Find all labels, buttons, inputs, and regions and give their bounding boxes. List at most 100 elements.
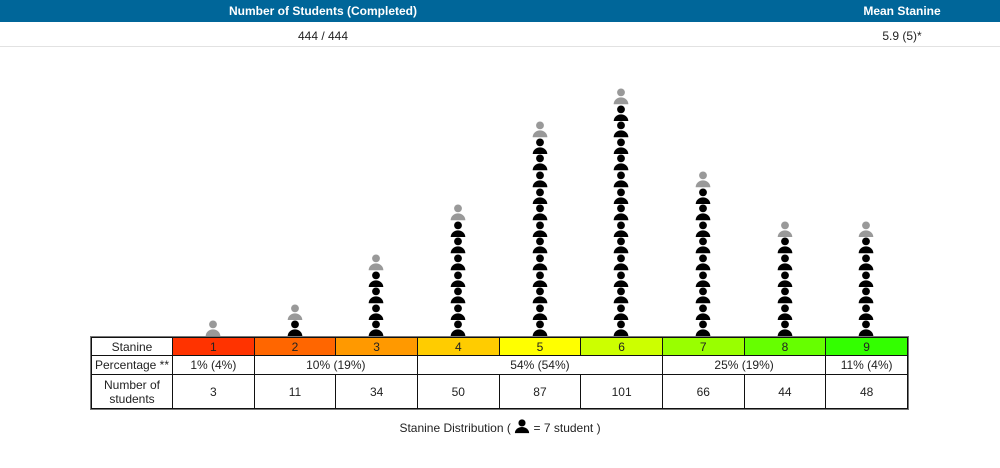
student-count-cell: 87 bbox=[498, 374, 582, 409]
person-icon bbox=[532, 204, 547, 221]
students-value: 444 / 444 bbox=[297, 29, 349, 43]
person-icon bbox=[859, 287, 874, 304]
student-count-cell: 66 bbox=[661, 374, 745, 409]
person-icon bbox=[450, 254, 466, 271]
stanine-column-7 bbox=[662, 171, 744, 337]
stanine-column-3 bbox=[335, 254, 417, 337]
person-icon bbox=[368, 320, 384, 337]
person-icon bbox=[450, 304, 466, 321]
person-icon bbox=[532, 271, 547, 287]
person-icon bbox=[777, 254, 793, 271]
stanine-column-2 bbox=[254, 304, 336, 337]
summary-row: 444 / 444 5.9 (5)* bbox=[0, 22, 1000, 47]
student-count-cell: 101 bbox=[580, 374, 663, 409]
person-icon bbox=[368, 287, 384, 304]
stanine-column-9 bbox=[826, 221, 908, 337]
person-icon bbox=[614, 320, 629, 337]
legend-suffix: = 7 student ) bbox=[533, 421, 601, 435]
percentage-row-label: Percentage ** bbox=[91, 355, 173, 375]
person-icon bbox=[777, 320, 793, 337]
number-row-label: Number of students bbox=[91, 374, 173, 409]
person-icon bbox=[532, 138, 547, 155]
person-icon bbox=[368, 304, 384, 321]
stanine-cell: 4 bbox=[416, 337, 500, 356]
student-count-cell: 50 bbox=[416, 374, 500, 409]
student-count-cell: 11 bbox=[253, 374, 337, 409]
stanine-cell: 3 bbox=[335, 337, 418, 356]
partial-person-icon bbox=[614, 88, 629, 105]
person-icon bbox=[614, 105, 629, 121]
person-icon bbox=[777, 237, 793, 254]
student-count-cell: 48 bbox=[825, 374, 908, 409]
stanine-cell: 6 bbox=[580, 337, 663, 356]
person-icon bbox=[614, 287, 629, 304]
person-icon bbox=[368, 271, 384, 287]
stanine-column-6 bbox=[581, 88, 663, 337]
person-icon bbox=[859, 237, 874, 254]
person-icon bbox=[695, 304, 711, 321]
person-icon bbox=[614, 171, 629, 188]
person-icon bbox=[450, 237, 466, 254]
stanine-cell: 1 bbox=[172, 337, 255, 356]
mean-stanine-value: 5.9 (5)* bbox=[882, 29, 922, 43]
stanine-cell: 5 bbox=[498, 337, 582, 356]
partial-person-icon bbox=[368, 254, 384, 271]
person-icon bbox=[614, 204, 629, 221]
stanine-cell: 9 bbox=[825, 337, 908, 356]
person-icon bbox=[695, 271, 711, 287]
partial-person-icon bbox=[695, 171, 711, 188]
person-icon bbox=[614, 271, 629, 287]
summary-header: Number of Students (Completed) Mean Stan… bbox=[0, 0, 1000, 22]
percentage-cell: 11% (4%) bbox=[825, 355, 908, 375]
student-count-cell: 44 bbox=[743, 374, 827, 409]
person-icon bbox=[695, 320, 711, 337]
person-icon bbox=[532, 304, 547, 321]
person-icon bbox=[695, 204, 711, 221]
percentage-cell: 1% (4%) bbox=[172, 355, 255, 375]
person-icon bbox=[450, 287, 466, 304]
partial-person-icon bbox=[859, 221, 874, 238]
stanine-cell: 2 bbox=[253, 337, 337, 356]
person-icon bbox=[532, 154, 547, 171]
person-icon bbox=[532, 188, 547, 204]
stanine-column-5 bbox=[499, 121, 581, 337]
partial-person-icon bbox=[205, 320, 221, 337]
person-icon bbox=[695, 221, 711, 238]
person-icon bbox=[532, 221, 547, 238]
person-icon bbox=[614, 154, 629, 171]
person-icon bbox=[614, 121, 629, 138]
person-icon bbox=[859, 320, 874, 337]
person-icon bbox=[695, 188, 711, 204]
person-icon bbox=[515, 419, 530, 434]
students-header: Number of Students (Completed) bbox=[229, 4, 417, 18]
stanine-cell: 7 bbox=[661, 337, 745, 356]
percentage-cell: 10% (19%) bbox=[253, 355, 418, 375]
person-icon bbox=[777, 287, 793, 304]
percentage-cell: 25% (19%) bbox=[661, 355, 827, 375]
partial-person-icon bbox=[450, 204, 466, 221]
person-icon bbox=[450, 221, 466, 238]
person-icon bbox=[859, 254, 874, 271]
person-icon bbox=[777, 304, 793, 321]
person-icon bbox=[777, 271, 793, 287]
person-icon bbox=[695, 237, 711, 254]
stanine-column-1 bbox=[172, 320, 254, 337]
mean-stanine-header: Mean Stanine bbox=[863, 4, 941, 18]
partial-person-icon bbox=[777, 221, 793, 238]
person-icon bbox=[695, 287, 711, 304]
student-count-cell: 34 bbox=[335, 374, 418, 409]
percentage-cell: 54% (54%) bbox=[416, 355, 663, 375]
person-icon bbox=[859, 304, 874, 321]
person-icon bbox=[614, 188, 629, 204]
partial-person-icon bbox=[287, 304, 302, 321]
person-icon bbox=[532, 237, 547, 254]
person-icon bbox=[614, 254, 629, 271]
person-icon bbox=[614, 304, 629, 321]
stanine-column-8 bbox=[744, 221, 826, 337]
person-icon bbox=[450, 320, 466, 337]
pictograph-columns bbox=[172, 60, 907, 337]
person-icon bbox=[614, 221, 629, 238]
student-count-cell: 3 bbox=[172, 374, 255, 409]
stanine-cell: 8 bbox=[743, 337, 827, 356]
stanine-row-label: Stanine bbox=[91, 337, 173, 356]
